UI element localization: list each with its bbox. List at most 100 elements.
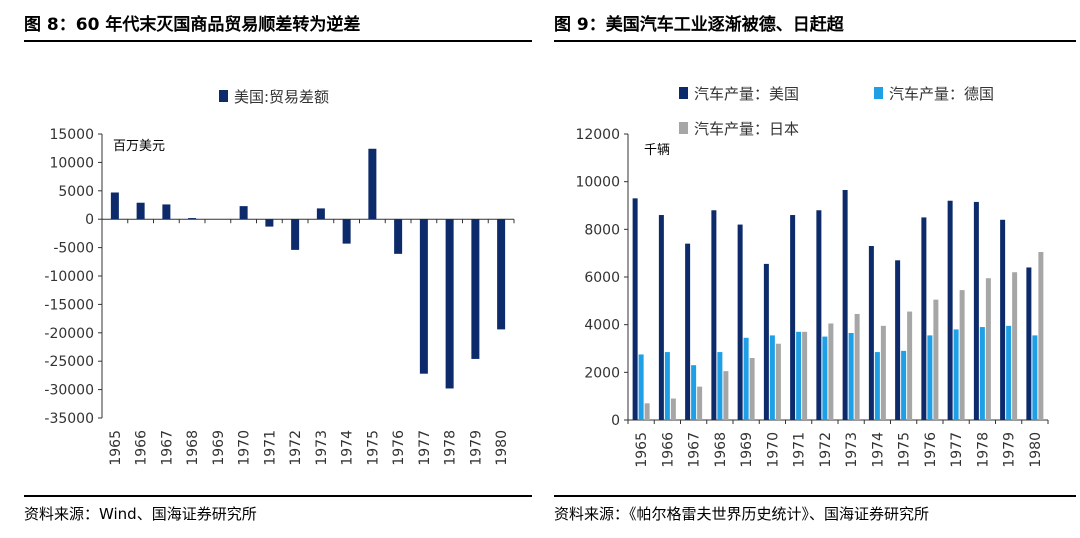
y-tick-label: 0 [85,212,94,228]
x-tick-label: 1978 [443,430,459,466]
x-tick-label: 1972 [288,430,304,466]
bar [471,219,480,359]
x-tick-label: 1975 [897,432,913,468]
x-tick-label: 1968 [185,430,201,466]
x-tick-label: 1965 [108,430,124,466]
bar [723,371,729,420]
x-tick-label: 1967 [159,430,175,466]
x-tick-label: 1967 [687,432,703,468]
bar [979,327,985,420]
y-tick-label: -10000 [44,269,94,285]
bar [291,219,300,250]
bar [1032,335,1038,420]
bar [749,358,755,420]
bar [796,331,802,420]
y-tick-label: -20000 [44,326,94,342]
bar [162,204,171,220]
bar [239,206,248,220]
x-tick-label: 1975 [365,430,381,466]
bar [658,215,664,420]
y-tick-label: 12000 [575,127,620,143]
y-tick-label: 5000 [58,184,94,200]
bar [743,337,749,420]
bar [907,311,913,420]
bar [947,200,953,420]
x-tick-label: 1969 [211,430,227,466]
bar [802,331,808,420]
source-divider [554,495,1076,497]
bar [737,224,743,420]
x-tick-label: 1974 [340,430,356,466]
x-tick-label: 1973 [844,432,860,468]
title-divider [554,40,1076,42]
x-tick-label: 1970 [237,430,253,466]
bar [901,350,907,420]
bar [927,335,933,420]
bar [816,210,822,420]
bar [895,260,901,420]
bar [632,198,638,420]
bar [445,219,454,389]
bar [959,290,965,420]
x-tick-label: 1969 [739,432,755,468]
bar [880,325,886,420]
source-note: 资料来源：Wind、国海证券研究所 [24,505,257,523]
x-tick-label: 1971 [792,432,808,468]
legend-label: 汽车产量：德国 [889,85,994,103]
bar [1012,272,1018,420]
unit-label: 千辆 [644,143,670,158]
bar [664,352,670,420]
bar [1038,251,1044,420]
bar [691,365,697,420]
x-tick-label: 1980 [1028,432,1044,468]
legend-label: 美国:贸易差额 [234,88,329,106]
x-tick-label: 1978 [975,432,991,468]
bar [368,148,377,220]
bar [790,215,796,420]
y-tick-label: -5000 [53,241,94,257]
bar [394,219,403,254]
figure-title: 图 9：美国汽车工业逐渐被德、日赶超 [554,15,844,35]
x-tick-label: 1977 [417,430,433,466]
bar [828,323,834,420]
bar [1026,267,1032,420]
bar [874,352,880,420]
bar [848,333,854,420]
bar [973,201,979,420]
unit-label: 百万美元 [113,139,165,154]
legend-swatch [874,87,883,99]
bar [670,398,676,420]
bar [769,335,775,420]
bar [711,210,717,420]
x-tick-label: 1976 [923,432,939,468]
title-divider [24,40,532,42]
x-tick-label: 1973 [314,430,330,466]
x-tick-label: 1976 [391,430,407,466]
bar [638,354,644,420]
y-tick-label: 10000 [49,155,94,171]
legend-swatch [679,87,688,99]
legend-swatch [679,122,688,134]
bar [1000,219,1006,420]
bar [822,336,828,420]
x-tick-label: 1979 [1002,432,1018,468]
bar [644,403,650,420]
figure-9-panel: 图 9：美国汽车工业逐渐被德、日赶超 汽车产量：美国 汽车产量：德国 汽车产量：日本… [540,0,1080,538]
y-tick-label: 6000 [584,270,620,286]
x-tick-label: 1966 [134,430,150,466]
bar [497,219,506,330]
bar [188,218,197,220]
x-tick-label: 1980 [494,430,510,466]
x-tick-label: 1965 [634,432,650,468]
x-tick-label: 1966 [660,432,676,468]
legend-label: 汽车产量：日本 [694,120,799,138]
bar [933,299,939,420]
bar [316,208,325,220]
bar [921,217,927,420]
x-tick-label: 1968 [713,432,729,468]
source-divider [24,495,532,497]
y-tick-label: 0 [611,413,620,429]
bar [419,219,428,374]
